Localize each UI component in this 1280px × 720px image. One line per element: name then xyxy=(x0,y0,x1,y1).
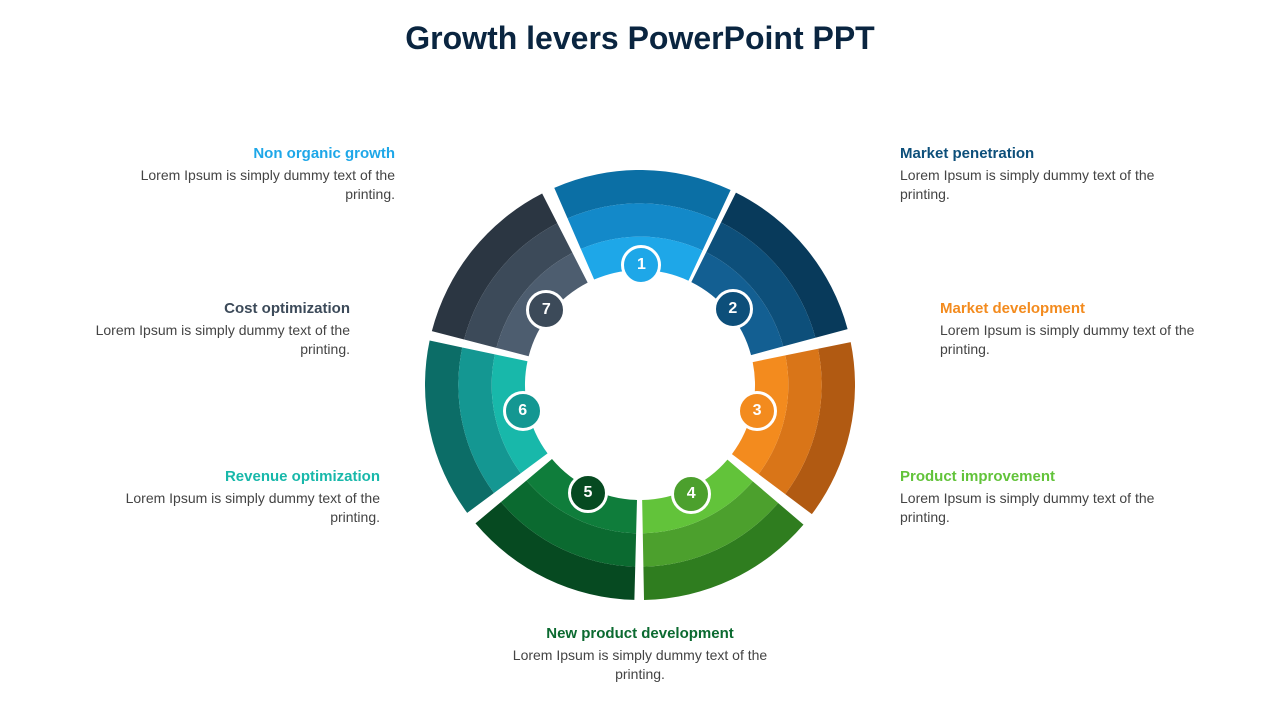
segment-label-3: Market development Lorem Ipsum is simply … xyxy=(940,300,1200,359)
segment-badge-3: 3 xyxy=(737,391,777,431)
segment-heading: Market penetration xyxy=(900,145,1160,162)
segment-label-4: Product improvement Lorem Ipsum is simply… xyxy=(900,468,1160,527)
donut-diagram: 1 2 3 4 5 6 7 xyxy=(410,155,870,615)
page-title: Growth levers PowerPoint PPT xyxy=(0,0,1280,57)
segment-desc: Lorem Ipsum is simply dummy text of the … xyxy=(940,321,1200,359)
segment-label-5: New product development Lorem Ipsum is si… xyxy=(510,625,770,684)
segment-heading: Non organic growth xyxy=(135,145,395,162)
segment-badge-7: 7 xyxy=(526,290,566,330)
segment-desc: Lorem Ipsum is simply dummy text of the … xyxy=(135,166,395,204)
segment-badge-4: 4 xyxy=(671,474,711,514)
segment-desc: Lorem Ipsum is simply dummy text of the … xyxy=(120,489,380,527)
segment-label-1: Non organic growth Lorem Ipsum is simply … xyxy=(135,145,395,204)
segment-badge-number: 1 xyxy=(637,256,646,274)
segment-badge-number: 2 xyxy=(728,300,737,318)
segment-label-7: Cost optimization Lorem Ipsum is simply d… xyxy=(90,300,350,359)
segment-badge-number: 4 xyxy=(687,485,696,503)
segment-desc: Lorem Ipsum is simply dummy text of the … xyxy=(510,646,770,684)
segment-badge-number: 7 xyxy=(542,301,551,319)
segment-heading: Cost optimization xyxy=(90,300,350,317)
segment-badge-2: 2 xyxy=(713,289,753,329)
segment-label-2: Market penetration Lorem Ipsum is simply … xyxy=(900,145,1160,204)
segment-badge-number: 5 xyxy=(583,484,592,502)
segment-heading: Product improvement xyxy=(900,468,1160,485)
segment-badge-6: 6 xyxy=(503,391,543,431)
segment-desc: Lorem Ipsum is simply dummy text of the … xyxy=(900,166,1160,204)
segment-heading: Revenue optimization xyxy=(120,468,380,485)
segment-badge-5: 5 xyxy=(568,473,608,513)
segment-badge-number: 6 xyxy=(518,402,527,420)
donut-svg xyxy=(410,155,870,615)
segment-badge-number: 3 xyxy=(753,402,762,420)
segment-heading: New product development xyxy=(510,625,770,642)
segment-badge-1: 1 xyxy=(621,245,661,285)
segment-heading: Market development xyxy=(940,300,1200,317)
segment-desc: Lorem Ipsum is simply dummy text of the … xyxy=(900,489,1160,527)
segment-desc: Lorem Ipsum is simply dummy text of the … xyxy=(90,321,350,359)
segment-label-6: Revenue optimization Lorem Ipsum is simpl… xyxy=(120,468,380,527)
